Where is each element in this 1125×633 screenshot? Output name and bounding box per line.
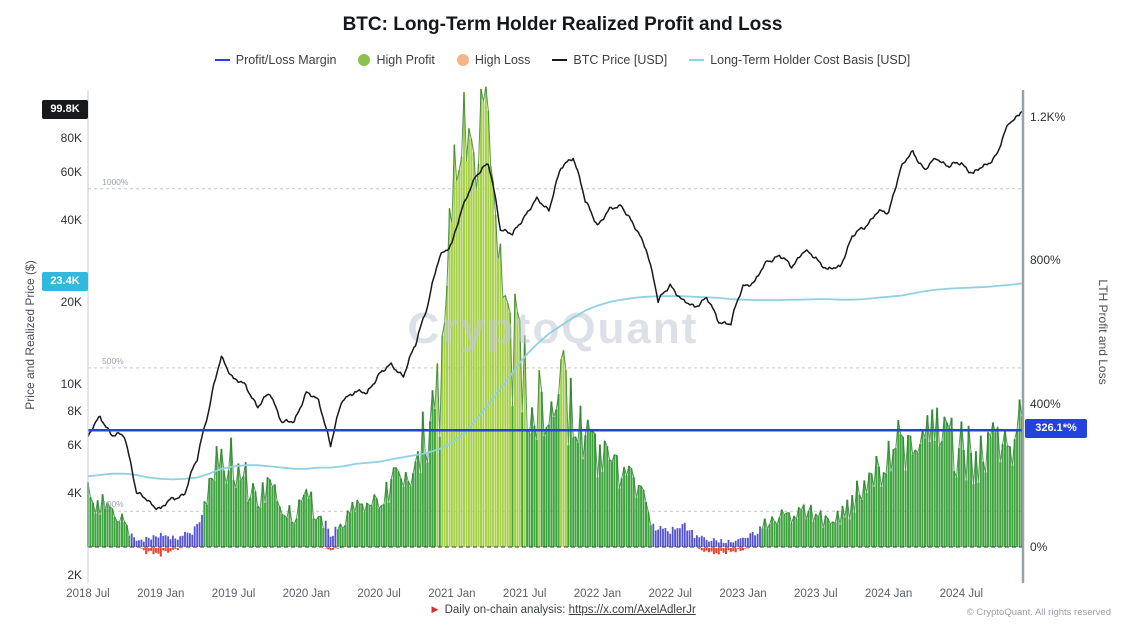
legend-item-long-term-holder-cost-basis-usd-: Long-Term Holder Cost Basis [USD] — [689, 53, 910, 67]
x-tick: 2022 Jan — [573, 588, 622, 600]
legend-label: Long-Term Holder Cost Basis [USD] — [710, 53, 911, 67]
y-left-tick: 40K — [60, 212, 82, 227]
watermark: CryptoQuant — [408, 304, 699, 353]
x-tick: 2019 Jul — [211, 588, 256, 600]
footer: ► Daily on-chain analysis: https://x.com/… — [0, 604, 1125, 616]
margin-neutral-bars — [130, 514, 761, 547]
y-right-tick: 800% — [1030, 253, 1061, 268]
copyright: © CryptoQuant. All rights reserved — [966, 607, 1111, 618]
page-title: BTC: Long-Term Holder Realized Profit an… — [342, 14, 783, 35]
margin-top-edge — [87, 86, 1023, 536]
legend-swatch-icon — [456, 54, 469, 66]
y-left-tick: 20K — [60, 295, 82, 309]
axis-lines-layer — [87, 90, 1025, 583]
footer-arrow-icon: ► — [429, 604, 441, 616]
x-tick: 2020 Jan — [282, 588, 330, 600]
left-axis-title: Price and Realized Price ($) — [23, 260, 37, 410]
y-left-tick: 6K — [67, 437, 82, 452]
y-left-tick: 80K — [60, 130, 82, 145]
x-tick: 2022 Jul — [648, 588, 692, 600]
high-profit-bars — [87, 377, 1023, 547]
y-left-tick: 60K — [60, 164, 82, 179]
margin-bars-layer — [87, 86, 1023, 557]
y-right-tick: 400% — [1030, 396, 1061, 411]
cost-basis-line — [87, 282, 1023, 481]
y-left-tick: 8K — [67, 403, 82, 418]
line-series-layer — [87, 110, 1023, 511]
legend-item-high-profit: High Profit — [358, 53, 435, 67]
cost-basis-badge: 23.4K — [42, 272, 88, 291]
y-right-tick: 0% — [1030, 540, 1048, 554]
btc-price-line — [87, 110, 1023, 511]
x-tick: 2021 Jul — [502, 588, 547, 600]
legend-item-high-loss: High Loss — [456, 53, 531, 67]
margin-badge: 326.1*% — [1025, 419, 1087, 438]
x-tick: 2019 Jan — [137, 588, 185, 600]
legend-swatch-icon — [689, 59, 705, 61]
chart-legend: Profit/Loss Margin High Profit High Loss BT… — [0, 53, 1125, 67]
ref-line-label: 100% — [102, 499, 124, 510]
legend-swatch-icon — [552, 59, 568, 61]
legend-swatch-icon — [358, 54, 371, 66]
ref-line-label: 1000% — [102, 176, 129, 187]
x-tick: 2024 Jul — [939, 588, 984, 600]
legend-label: Profit/Loss Margin — [235, 53, 337, 67]
y-left-tick: 10K — [60, 377, 82, 392]
x-tick: 2020 Jul — [357, 588, 401, 600]
legend-swatch-icon — [214, 59, 230, 61]
price-badge: 99.8K — [42, 100, 88, 119]
right-axis-title: LTH Profit and Loss — [1096, 279, 1110, 385]
y-left-tick: 4K — [67, 485, 82, 500]
legend-item-profit-loss-margin: Profit/Loss Margin — [214, 53, 337, 67]
legend-item-btc-price-usd-: BTC Price [USD] — [552, 53, 667, 67]
legend-label: High Profit — [376, 53, 435, 67]
y-right-tick: 1.2K% — [1030, 110, 1066, 125]
x-tick: 2023 Jul — [794, 588, 838, 600]
x-tick: 2024 Jan — [864, 588, 913, 600]
x-tick: 2021 Jan — [428, 588, 476, 600]
ref-line-label: 500% — [102, 355, 124, 366]
legend-label: High Loss — [474, 53, 531, 67]
footer-text: Daily on-chain analysis: — [444, 604, 566, 616]
x-tick: 2023 Jan — [719, 588, 767, 600]
footer-link[interactable]: https://x.com/AxelAdlerJr — [568, 604, 696, 616]
x-tick: 2018 Jul — [66, 588, 110, 600]
y-left-tick: 2K — [67, 568, 82, 582]
legend-label: BTC Price [USD] — [573, 53, 668, 67]
high-loss-bars — [140, 547, 752, 557]
